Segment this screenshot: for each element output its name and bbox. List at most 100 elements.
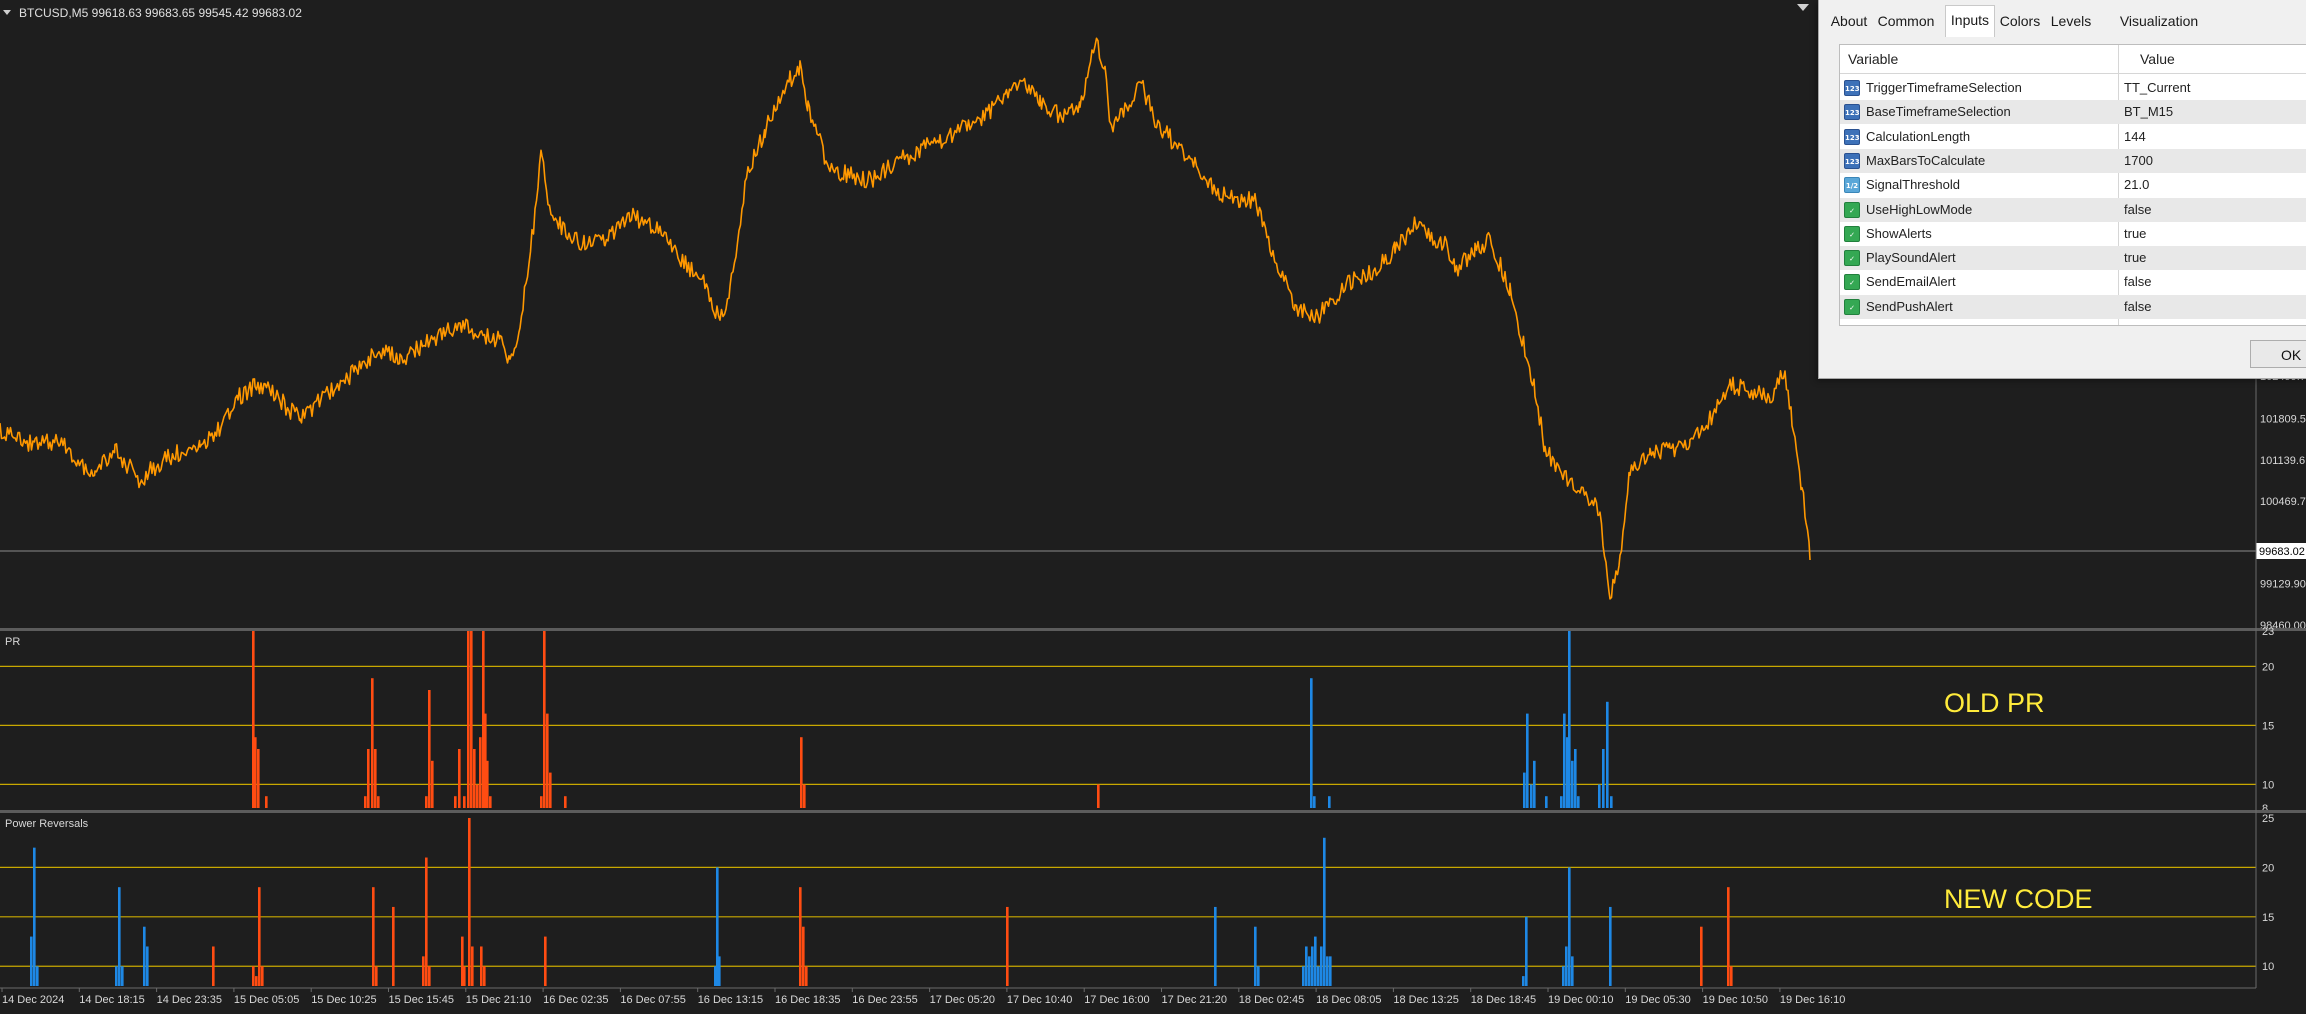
- price-label: 99129.90: [2260, 579, 2306, 591]
- input-row[interactable]: 123 BaseTimeframeSelection BT_M15: [1840, 100, 2306, 125]
- histogram-bar: [1602, 749, 1605, 808]
- param-name: BaseTimeframeSelection: [1866, 104, 2011, 120]
- power-scale: 25 20 15 10: [2262, 813, 2274, 973]
- time-axis[interactable]: 14 Dec 2024 14 Dec 18:15 14 Dec 23:35 15 De…: [1, 988, 1845, 1006]
- tab-about[interactable]: About: [1830, 13, 1868, 29]
- double-type-icon: 1/2: [1844, 177, 1860, 194]
- symbol-info: BTCUSD,M5 99618.63 99683.65 99545.42 996…: [19, 6, 302, 20]
- histogram-bar: [121, 966, 124, 986]
- input-row[interactable]: 123 CalculationLength 144: [1840, 125, 2306, 149]
- current-price-tag: [2256, 543, 2306, 559]
- param-value[interactable]: false: [2124, 274, 2152, 290]
- power-reversals-panel[interactable]: Power Reversals NEW CODE 25 20 15 10: [0, 813, 2274, 986]
- price-label: 100469.7: [2260, 496, 2306, 508]
- param-name: TriggerTimeframeSelection: [1866, 80, 2022, 95]
- param-value[interactable]: TT_Current: [2124, 80, 2191, 95]
- indicator-properties-dialog[interactable]: About Common Inputs Colors Levels Visualizati…: [1818, 0, 2306, 379]
- histogram-bar: [479, 737, 482, 808]
- collapse-arrow-icon[interactable]: [3, 10, 11, 15]
- param-value[interactable]: false: [2124, 298, 2152, 314]
- param-name: PlaySoundAlert: [1866, 250, 1956, 266]
- input-row[interactable]: 123 TriggerTimeframeSelection TT_Current: [1840, 76, 2306, 100]
- histogram-bar: [1562, 966, 1565, 986]
- time-label: 19 Dec 00:10: [1548, 994, 1613, 1006]
- column-header-value[interactable]: Value: [2140, 51, 2175, 67]
- histogram-bar: [1314, 936, 1317, 986]
- histogram-bar: [1571, 760, 1574, 808]
- one-click-trade-arrow-icon[interactable]: [1797, 4, 1809, 11]
- param-name: SignalThreshold: [1866, 177, 1960, 193]
- histogram-bar: [252, 966, 255, 986]
- inputs-table[interactable]: Variable Value 123 TriggerTimeframeSelect…: [1839, 44, 2306, 326]
- histogram-bar: [371, 678, 374, 808]
- param-name: UseHighLowMode: [1866, 201, 1973, 217]
- power-annotation: NEW CODE: [1944, 884, 2093, 914]
- param-value[interactable]: true: [2124, 250, 2147, 266]
- input-row[interactable]: ✓ SendPushAlert false: [1840, 294, 2306, 319]
- panel-separator[interactable]: [0, 810, 2306, 813]
- histogram-bar: [265, 796, 268, 808]
- column-header-variable[interactable]: Variable: [1848, 51, 1899, 67]
- histogram-bar: [254, 737, 257, 808]
- param-name: MaxBarsToCalculate: [1866, 152, 1986, 168]
- scale-label: 25: [2262, 813, 2274, 825]
- pr-scale: 23 20 15 10 8: [2262, 626, 2274, 815]
- histogram-bar: [1730, 966, 1733, 986]
- ok-button[interactable]: OK: [2250, 340, 2306, 368]
- time-axis-background: [0, 988, 2306, 1014]
- histogram-bar: [564, 796, 567, 808]
- input-row[interactable]: ✓ PlaySoundAlert true: [1840, 246, 2306, 271]
- histogram-bar: [1574, 749, 1577, 808]
- input-row[interactable]: ✓ SendEmailAlert false: [1840, 270, 2306, 294]
- histogram-bar: [374, 749, 377, 808]
- histogram-bar: [1727, 887, 1730, 986]
- histogram-bar: [467, 631, 470, 808]
- param-value[interactable]: 144: [2124, 128, 2146, 144]
- histogram-bar: [473, 749, 476, 808]
- histogram-bar: [367, 749, 370, 808]
- time-label: 16 Dec 02:35: [543, 994, 608, 1006]
- price-label: 101139.6: [2260, 455, 2305, 467]
- param-value[interactable]: 21.0: [2124, 177, 2150, 193]
- param-value[interactable]: BT_M15: [2124, 104, 2174, 120]
- tab-common[interactable]: Common: [1877, 13, 1935, 29]
- tab-colors[interactable]: Colors: [1999, 13, 2041, 29]
- time-label: 16 Dec 18:35: [775, 994, 840, 1006]
- histogram-bar: [1525, 916, 1528, 986]
- histogram-bar: [718, 956, 721, 986]
- input-row[interactable]: 1/2 SignalThreshold 21.0: [1840, 173, 2306, 197]
- param-value[interactable]: true: [2124, 225, 2147, 241]
- param-name: CalculationLength: [1866, 128, 1971, 144]
- histogram-bar: [454, 796, 457, 808]
- bool-type-icon: ✓: [1844, 201, 1860, 218]
- time-label: 19 Dec 10:50: [1703, 994, 1768, 1006]
- integer-type-icon: 123: [1844, 128, 1860, 145]
- bool-type-icon: ✓: [1844, 250, 1860, 267]
- histogram-bar: [364, 796, 367, 808]
- pr-indicator-panel[interactable]: PR OLD PR 23 20 15 10 8: [0, 626, 2274, 815]
- panel-separator[interactable]: [0, 628, 2306, 631]
- param-value[interactable]: 1700: [2124, 152, 2153, 168]
- histogram-bar: [1571, 956, 1574, 986]
- input-row[interactable]: ✓ UseHighLowMode false: [1840, 197, 2306, 222]
- histogram-bar: [1522, 976, 1525, 986]
- tab-inputs[interactable]: Inputs: [1945, 5, 1995, 37]
- bool-type-icon: ✓: [1844, 225, 1860, 242]
- histogram-bar: [805, 966, 808, 986]
- tab-visualization[interactable]: Visualization: [2119, 13, 2199, 29]
- histogram-bar: [1565, 946, 1568, 986]
- histogram-bar: [486, 760, 489, 808]
- tab-levels[interactable]: Levels: [2050, 13, 2092, 29]
- histogram-bar: [471, 946, 474, 986]
- histogram-bar: [483, 966, 486, 986]
- histogram-bar: [252, 631, 255, 808]
- param-name: SendEmailAlert: [1866, 274, 1956, 290]
- histogram-bar: [544, 936, 547, 986]
- power-histogram: [30, 818, 1733, 986]
- histogram-bar: [1566, 737, 1569, 808]
- param-name: SendPushAlert: [1866, 298, 1953, 314]
- histogram-bar: [458, 749, 461, 808]
- input-row[interactable]: ✓ ShowAlerts true: [1840, 222, 2306, 246]
- input-row[interactable]: 123 MaxBarsToCalculate 1700: [1840, 148, 2306, 173]
- param-value[interactable]: false: [2124, 201, 2152, 217]
